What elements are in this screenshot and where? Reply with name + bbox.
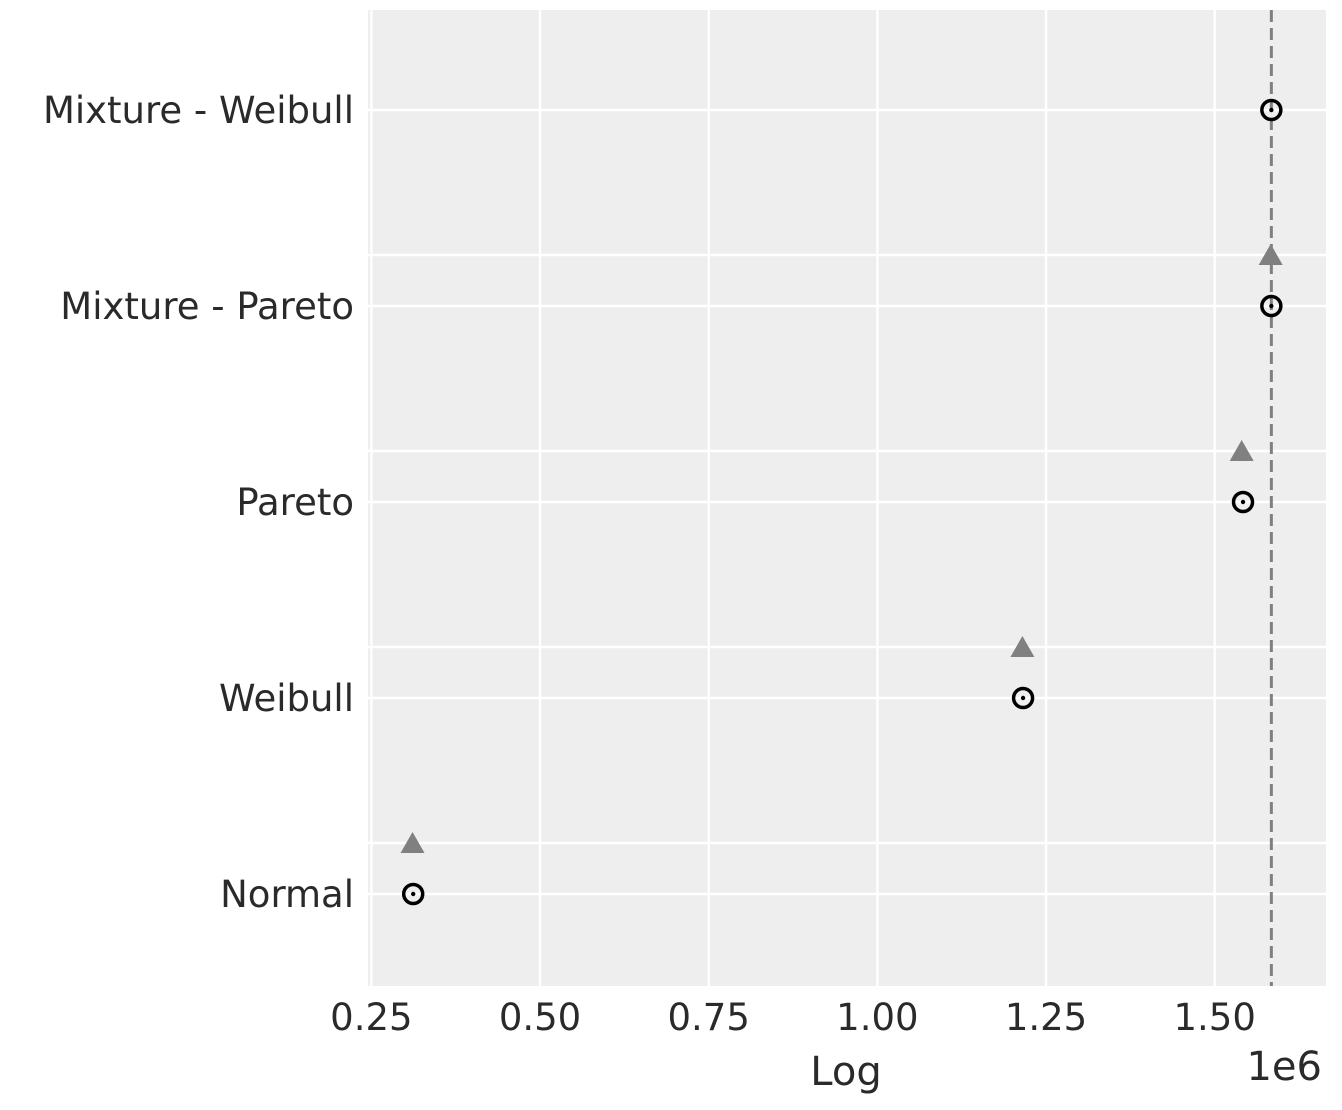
point-circle — [1231, 490, 1255, 514]
x-tick-label: 1.00 — [836, 996, 918, 1039]
point-triangle — [400, 832, 425, 853]
x-tick-label: 0.75 — [668, 996, 750, 1039]
x-tick-label: 0.50 — [499, 996, 581, 1039]
point-triangle — [1010, 636, 1035, 657]
x-tick-label: 0.25 — [330, 996, 412, 1039]
point-center — [1269, 107, 1274, 113]
x-tick-label: 1.50 — [1173, 996, 1255, 1039]
point-circle — [1260, 98, 1283, 122]
point-center — [1269, 303, 1274, 309]
point-circle — [401, 882, 425, 906]
y-tick-label: Normal — [220, 873, 354, 916]
x-offset-label: 1e6 — [1246, 1044, 1322, 1090]
point-triangle — [1229, 440, 1254, 461]
y-tick-label: Pareto — [236, 481, 354, 524]
grid — [368, 10, 1326, 986]
point-circle — [1260, 294, 1283, 318]
point-center — [411, 891, 416, 897]
point-center — [1020, 695, 1026, 701]
y-tick-labels: Mixture - Weibull Mixture - Pareto Pareto W… — [43, 89, 354, 916]
point-triangle — [1258, 244, 1283, 265]
point-center — [1240, 499, 1246, 505]
point-circle — [1011, 686, 1035, 710]
x-tick-label: 1.25 — [1005, 996, 1087, 1039]
x-axis-label: Log — [810, 1049, 881, 1095]
y-tick-label: Weibull — [219, 677, 354, 720]
y-tick-label: Mixture - Pareto — [60, 285, 354, 328]
x-tick-labels: 0.25 0.50 0.75 1.00 1.25 1.50 — [330, 996, 1256, 1039]
y-tick-label: Mixture - Weibull — [43, 89, 354, 132]
marks — [400, 98, 1283, 906]
plot-background — [368, 10, 1326, 986]
